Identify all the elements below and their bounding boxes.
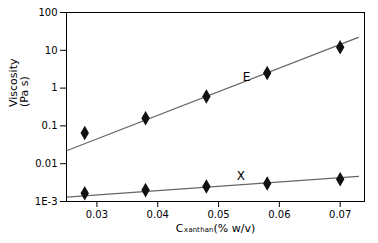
- svg-text:1: 1: [51, 82, 57, 93]
- svg-text:1E-3: 1E-3: [35, 196, 58, 207]
- svg-text:Cₓₐₙₜₕₐₙ(% w/v): Cₓₐₙₜₕₐₙ(% w/v): [176, 222, 255, 235]
- svg-text:100: 100: [38, 7, 57, 18]
- svg-text:E: E: [243, 70, 251, 84]
- svg-text:X: X: [237, 169, 245, 183]
- svg-text:0.07: 0.07: [329, 209, 351, 220]
- svg-text:0.06: 0.06: [268, 209, 290, 220]
- svg-text:0.1: 0.1: [42, 120, 58, 131]
- svg-text:Viscosity(Pa s): Viscosity(Pa s): [7, 58, 31, 107]
- svg-text:0.05: 0.05: [207, 209, 229, 220]
- svg-text:0.01: 0.01: [35, 158, 57, 169]
- svg-text:0.03: 0.03: [86, 209, 108, 220]
- svg-text:0.04: 0.04: [147, 209, 169, 220]
- svg-text:10: 10: [45, 45, 58, 56]
